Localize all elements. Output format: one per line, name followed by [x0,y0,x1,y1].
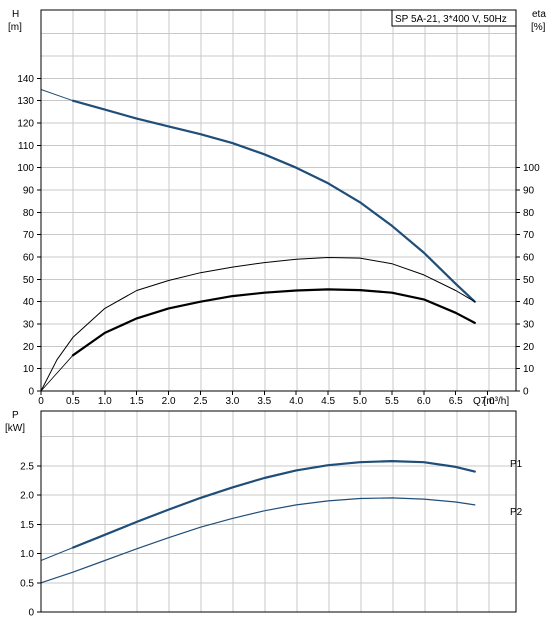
eta-axis-unit: [%] [531,22,546,33]
head-efficiency-grid [41,10,516,391]
head-tick-label: 20 [23,342,35,353]
eta-tick-label: 70 [523,230,535,241]
eta-tick-label: 100 [523,163,540,174]
power-tick-marks [37,465,41,613]
chart-title-box [391,9,517,27]
eta-tick-label: 60 [523,253,535,264]
eta-tick-label: 20 [523,342,535,353]
head-efficiency-tick-marks [37,77,520,395]
eta-tick-label: 80 [523,208,535,219]
eta-tick-label: 30 [523,320,535,331]
p1-curve [71,460,476,549]
eta-tick-label: 90 [523,186,535,197]
power-axis-tick-labels: 0 0.5 1.0 1.5 2.0 2.5 [20,461,34,618]
flow-tick-label: 5.5 [385,396,399,407]
p1-curve-extension [40,547,74,561]
head-tick-label: 10 [23,364,35,375]
power-curves [40,460,476,584]
head-tick-label: 0 [28,387,34,398]
flow-tick-label: 6.5 [449,396,463,407]
head-tick-label: 60 [23,253,35,264]
head-curve [71,99,476,303]
power-tick-label: 1.0 [20,549,34,560]
eta-pump-curve-extension [40,354,74,392]
eta-tick-label: 50 [523,275,535,286]
eta-pump-curve [71,288,476,357]
flow-tick-label: 4.0 [289,396,303,407]
eta-tick-label: 0 [523,387,529,398]
power-grid [41,411,516,612]
power-tick-label: 0.5 [20,578,34,589]
head-efficiency-plot-frame [40,9,517,392]
head-tick-label: 40 [23,297,35,308]
head-tick-label: 100 [17,163,34,174]
eta-tick-label: 40 [523,297,535,308]
p2-curve [40,497,476,584]
eta-total-curve [40,257,476,392]
flow-tick-label: 6.0 [417,396,431,407]
flow-tick-label: 0.5 [66,396,80,407]
flow-tick-label: 1.0 [98,396,112,407]
head-tick-label: 90 [23,186,35,197]
head-axis-tick-labels: 0 10 20 30 40 50 60 70 80 90 100 110 120 130 140 [17,74,34,398]
power-tick-label: 1.5 [20,520,34,531]
power-tick-label: 2.5 [20,461,34,472]
p2-series-label: P2 [510,507,523,518]
flow-axis-tick-labels: 0 0.5 1.0 1.5 2.0 2.5 3.0 3.5 4.0 4.5 5.0 5.5 6.0 6.5… [38,396,495,407]
flow-tick-label: 4.5 [321,396,335,407]
head-tick-label: 120 [17,119,34,130]
head-tick-label: 30 [23,320,35,331]
p1-series-label: P1 [510,459,523,470]
head-tick-label: 70 [23,230,35,241]
head-tick-label: 130 [17,96,34,107]
head-efficiency-curves [40,89,476,392]
eta-tick-label: 10 [523,364,535,375]
eta-axis-tick-labels: 0 10 20 30 40 50 60 70 80 90 100 [523,163,540,397]
power-chart: 0 0.5 1.0 1.5 2.0 2.5 P [kW] P1 P2 [5,410,523,619]
head-tick-label: 50 [23,275,35,286]
power-axis-label: P [12,410,19,421]
flow-tick-label: 3.5 [257,396,271,407]
head-tick-label: 140 [17,74,34,85]
power-tick-label: 2.0 [20,491,34,502]
head-axis-label: H [12,9,19,20]
power-axis-unit: [kW] [5,423,25,434]
power-tick-label: 0 [28,608,34,619]
flow-tick-label: 5.0 [353,396,367,407]
eta-axis-label: eta [532,9,546,20]
flow-tick-label: 3.0 [225,396,239,407]
head-tick-label: 80 [23,208,35,219]
head-axis-unit: [m] [8,22,22,33]
chart-title: SP 5A-21, 3*400 V, 50Hz [395,14,507,25]
flow-tick-label: 1.5 [130,396,144,407]
flow-tick-label: 2.0 [162,396,176,407]
power-plot-frame [40,410,517,613]
head-curve-extension [40,89,74,102]
head-efficiency-chart: 0 10 20 30 40 50 60 70 80 90 100 110 120 130 140 0 10 20… [8,9,546,407]
head-tick-label: 110 [18,141,34,152]
flow-tick-label: 0 [38,396,44,407]
flow-tick-label: 7.0 [481,396,495,407]
flow-axis-label: Q [m³/h] [473,396,509,407]
flow-tick-label: 2.5 [194,396,208,407]
